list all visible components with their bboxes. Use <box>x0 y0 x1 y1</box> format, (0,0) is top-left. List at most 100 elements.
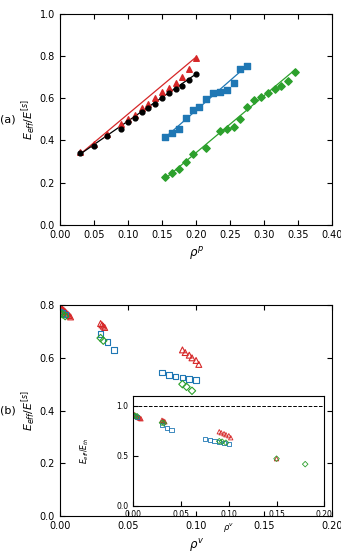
Point <box>98 319 103 328</box>
Point <box>234 416 240 424</box>
Point <box>180 81 185 90</box>
Point <box>173 372 178 381</box>
Point <box>166 370 172 379</box>
Point <box>64 309 69 317</box>
Point <box>112 346 117 354</box>
Point <box>102 323 107 332</box>
Point <box>189 353 195 362</box>
Point <box>125 118 131 127</box>
Point <box>196 360 202 369</box>
Point <box>169 129 175 137</box>
Point <box>169 169 175 178</box>
Point <box>231 79 236 88</box>
Point <box>60 309 65 317</box>
Point <box>159 94 165 103</box>
Point <box>101 322 106 331</box>
Point <box>62 312 68 321</box>
Point <box>183 114 189 123</box>
Point <box>118 124 124 133</box>
Point <box>77 147 83 156</box>
Point <box>197 102 202 111</box>
Point <box>193 356 199 365</box>
Point <box>187 76 192 84</box>
Point <box>272 84 277 93</box>
Point <box>132 111 137 120</box>
Point <box>118 119 124 128</box>
Point <box>163 133 168 142</box>
Point <box>98 333 103 342</box>
Point <box>166 88 172 97</box>
Point <box>187 64 192 73</box>
Point <box>238 64 243 73</box>
Point <box>190 105 195 114</box>
Point <box>187 374 192 383</box>
Point <box>166 83 172 92</box>
Point <box>105 132 110 141</box>
Point <box>65 310 71 319</box>
Point <box>292 67 298 76</box>
Point <box>180 373 185 382</box>
Point <box>77 148 83 157</box>
Point <box>193 54 199 62</box>
Point <box>139 103 144 112</box>
Point <box>61 306 66 315</box>
Point <box>224 124 229 133</box>
Point <box>101 336 106 345</box>
Point <box>189 386 195 395</box>
Point <box>279 81 284 90</box>
Point <box>285 77 291 86</box>
Point <box>173 84 178 93</box>
Point <box>251 96 257 105</box>
Point <box>62 307 68 316</box>
Point <box>57 302 62 311</box>
Point <box>132 114 137 123</box>
Point <box>217 126 223 135</box>
Point <box>176 164 182 173</box>
Point <box>105 130 110 139</box>
Point <box>289 420 294 428</box>
Point <box>210 88 216 97</box>
Point <box>190 150 195 158</box>
Point <box>238 115 243 124</box>
Point <box>193 376 199 385</box>
Point <box>227 401 233 410</box>
Point <box>187 351 192 359</box>
Point <box>60 310 65 319</box>
Point <box>180 346 185 354</box>
Text: (a): (a) <box>0 114 15 124</box>
Point <box>265 88 270 97</box>
Point <box>68 312 73 321</box>
Point <box>204 95 209 104</box>
X-axis label: $\rho^p$: $\rho^p$ <box>189 245 204 262</box>
Point <box>180 73 185 82</box>
Point <box>139 108 144 116</box>
Point <box>258 93 264 102</box>
Point <box>152 94 158 103</box>
Point <box>231 123 236 131</box>
Point <box>152 99 158 108</box>
Point <box>146 103 151 112</box>
Point <box>58 303 64 312</box>
X-axis label: $\rho^v$: $\rho^v$ <box>189 537 204 552</box>
Point <box>217 87 223 96</box>
Point <box>62 310 68 319</box>
Text: (b): (b) <box>0 406 15 416</box>
Point <box>204 144 209 152</box>
Point <box>173 79 178 88</box>
Point <box>182 348 188 357</box>
Point <box>98 330 103 338</box>
Y-axis label: $E_{eff}/E^{[s]}$: $E_{eff}/E^{[s]}$ <box>20 99 38 140</box>
Point <box>91 139 97 148</box>
Point <box>183 157 189 166</box>
Point <box>193 70 199 78</box>
Point <box>234 404 240 412</box>
Point <box>60 305 65 314</box>
Point <box>57 309 62 317</box>
Point <box>125 115 131 124</box>
Point <box>159 368 165 377</box>
Point <box>180 380 185 389</box>
Point <box>66 311 72 320</box>
Point <box>159 87 165 96</box>
Point <box>176 124 182 133</box>
Point <box>244 102 250 111</box>
